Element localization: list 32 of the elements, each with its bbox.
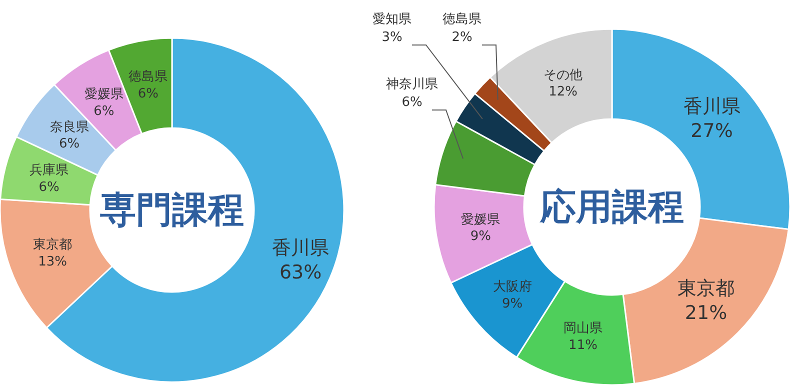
- data-label: 11%: [568, 338, 598, 354]
- slice-label: 奈良県: [50, 120, 89, 135]
- slice-label: 愛媛県: [461, 212, 500, 228]
- slice-label: 大阪府: [492, 278, 532, 294]
- slice-label: 香川県: [272, 236, 330, 259]
- data-label: 9%: [470, 229, 491, 244]
- slice-label: 神奈川県: [386, 77, 438, 92]
- slice-label: 香川県: [683, 95, 740, 118]
- data-label: 12%: [548, 84, 578, 100]
- slice-label: 徳島県: [128, 70, 168, 85]
- data-label: 13%: [38, 254, 67, 270]
- slice-label: その他: [544, 68, 583, 83]
- data-label: 6%: [94, 104, 114, 120]
- slice-label: 東京都: [33, 237, 72, 252]
- slice-label: 徳島県: [442, 12, 482, 27]
- slice-label: 愛媛県: [84, 87, 124, 102]
- data-label: 63%: [279, 261, 322, 284]
- data-label: 6%: [402, 95, 422, 110]
- slice-label: 岡山県: [563, 321, 602, 336]
- data-label: 6%: [38, 180, 60, 195]
- data-label: 6%: [138, 86, 159, 102]
- data-label: 27%: [690, 120, 733, 142]
- slice-label: 愛知県: [372, 12, 412, 27]
- text: 専門課程: [100, 190, 244, 231]
- data-label: 21%: [684, 302, 728, 324]
- data-label: 2%: [452, 30, 472, 45]
- slice-label: 東京都: [678, 277, 735, 300]
- data-label: 9%: [502, 296, 523, 312]
- data-label: 6%: [58, 136, 80, 152]
- text: 応用課程: [539, 187, 684, 228]
- slice-label: 兵庫県: [29, 162, 68, 178]
- data-label: 3%: [382, 30, 402, 45]
